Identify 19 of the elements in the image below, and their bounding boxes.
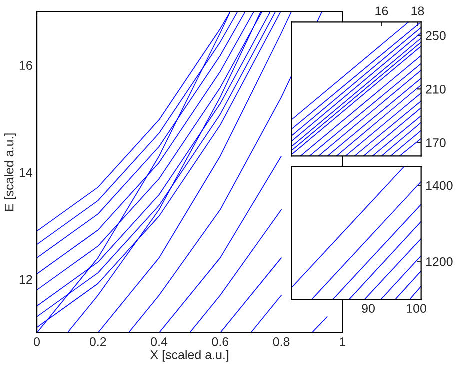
x-tick-label: 0 bbox=[34, 337, 40, 346]
x-tick-label: 0.6 bbox=[212, 337, 229, 346]
y-tick-label: 14 bbox=[20, 168, 33, 177]
y-tick-label: 170 bbox=[426, 138, 446, 148]
y-tick-label: 250 bbox=[426, 31, 446, 40]
x-tick-label: 1 bbox=[340, 338, 346, 346]
y-tick-label: 1400 bbox=[426, 181, 453, 190]
x-tick-label: 18 bbox=[412, 6, 424, 16]
x-tick-label: 0.8 bbox=[273, 337, 290, 346]
x-axis-title: X [scaled a.u.] bbox=[150, 350, 229, 362]
x-tick-label: 90 bbox=[362, 304, 375, 314]
y-tick-label: 1200 bbox=[426, 257, 453, 266]
y-tick-label: 210 bbox=[426, 84, 446, 94]
x-tick-label: 100 bbox=[407, 304, 426, 314]
y-tick-label: 12 bbox=[20, 275, 32, 284]
y-axis-title: E [scaled a.u.] bbox=[4, 134, 16, 211]
x-tick-label: 0.2 bbox=[90, 337, 106, 346]
y-tick-label: 16 bbox=[20, 61, 32, 70]
x-tick-label: 0.4 bbox=[151, 337, 168, 346]
